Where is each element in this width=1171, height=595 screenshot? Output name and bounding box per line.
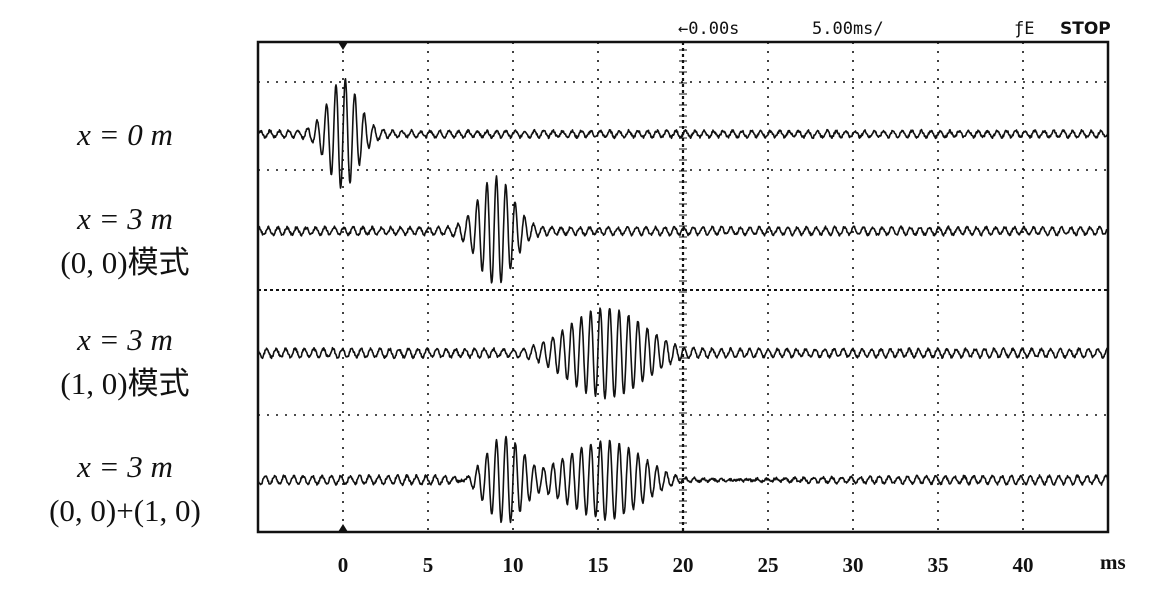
x-tick-label: 35 bbox=[928, 553, 949, 577]
grid bbox=[258, 42, 1108, 532]
trace-line bbox=[257, 307, 1109, 400]
row-label-line1: x = 3 m bbox=[77, 322, 173, 357]
time-per-div-readout: 5.00ms/ bbox=[812, 19, 884, 39]
trigger-marker-bottom bbox=[338, 524, 348, 532]
x-tick-label: 40 bbox=[1013, 553, 1034, 577]
x-tick-label: 10 bbox=[503, 553, 524, 577]
x-tick-label: 15 bbox=[588, 553, 609, 577]
row-label-line2: (1, 0)模式 bbox=[60, 366, 190, 401]
x-tick-label: 30 bbox=[843, 553, 864, 577]
x-tick-label: 20 bbox=[673, 553, 694, 577]
row-label-line1: x = 3 m bbox=[77, 201, 173, 236]
row-label-line1: x = 0 m bbox=[77, 117, 173, 152]
trigger-marker-top bbox=[338, 42, 348, 50]
row-label-line2: (0, 0)+(1, 0) bbox=[49, 493, 201, 528]
trace-line bbox=[257, 175, 1109, 284]
trace-line bbox=[257, 78, 1109, 189]
row-label-line2: (0, 0)模式 bbox=[60, 245, 190, 280]
x-tick-label: 5 bbox=[423, 553, 434, 577]
trigger-markers bbox=[338, 42, 348, 532]
traces bbox=[257, 78, 1109, 524]
trace-line bbox=[257, 435, 1109, 524]
time-offset-readout: ←0.00s bbox=[678, 19, 739, 39]
x-tick-label: 25 bbox=[758, 553, 779, 577]
row-label-line1: x = 3 m bbox=[77, 449, 173, 484]
x-axis-unit: ms bbox=[1100, 550, 1126, 574]
row-label-mode-sum: x = 3 m (0, 0)+(1, 0) bbox=[0, 445, 250, 533]
row-label-mode00: x = 3 m (0, 0)模式 bbox=[0, 197, 250, 285]
trigger-indicator: ƒE bbox=[1014, 19, 1034, 39]
x-tick-labels: 0 5 10 15 20 25 30 35 40 bbox=[338, 553, 1034, 577]
row-label-x0: x = 0 m bbox=[0, 113, 250, 157]
status-bar: ←0.00s 5.00ms/ ƒE STOP bbox=[678, 19, 1111, 39]
x-tick-label: 0 bbox=[338, 553, 349, 577]
row-label-mode10: x = 3 m (1, 0)模式 bbox=[0, 318, 250, 406]
run-state-indicator: STOP bbox=[1060, 19, 1111, 39]
